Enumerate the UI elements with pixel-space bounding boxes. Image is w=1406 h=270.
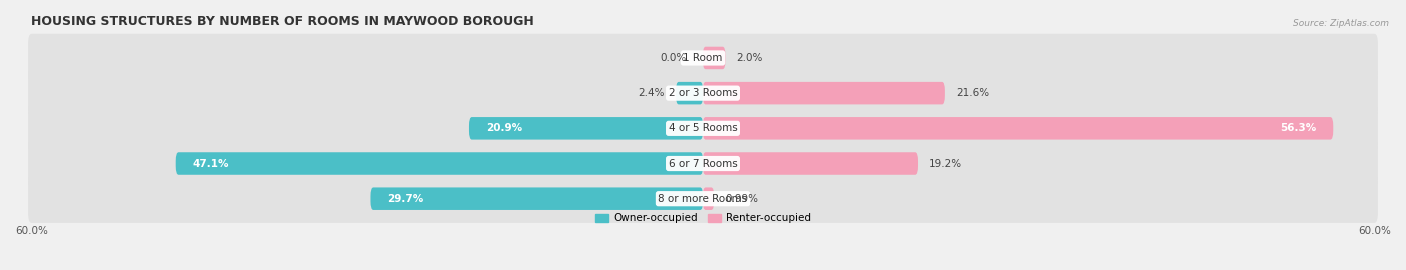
FancyBboxPatch shape [676,82,703,104]
FancyBboxPatch shape [28,34,1378,82]
Text: HOUSING STRUCTURES BY NUMBER OF ROOMS IN MAYWOOD BOROUGH: HOUSING STRUCTURES BY NUMBER OF ROOMS IN… [31,15,534,28]
Text: 56.3%: 56.3% [1279,123,1316,133]
FancyBboxPatch shape [703,187,714,210]
Text: 47.1%: 47.1% [193,158,229,168]
Text: 8 or more Rooms: 8 or more Rooms [658,194,748,204]
FancyBboxPatch shape [176,152,703,175]
Text: 19.2%: 19.2% [929,158,962,168]
FancyBboxPatch shape [28,174,1378,223]
Text: 2.4%: 2.4% [638,88,665,98]
FancyBboxPatch shape [370,187,703,210]
FancyBboxPatch shape [28,69,1378,117]
Text: 2.0%: 2.0% [737,53,763,63]
Text: 6 or 7 Rooms: 6 or 7 Rooms [669,158,737,168]
FancyBboxPatch shape [703,152,918,175]
Text: 4 or 5 Rooms: 4 or 5 Rooms [669,123,737,133]
FancyBboxPatch shape [28,139,1378,188]
Legend: Owner-occupied, Renter-occupied: Owner-occupied, Renter-occupied [591,209,815,228]
Text: 2 or 3 Rooms: 2 or 3 Rooms [669,88,737,98]
FancyBboxPatch shape [703,117,1333,140]
FancyBboxPatch shape [703,47,725,69]
Text: Source: ZipAtlas.com: Source: ZipAtlas.com [1294,19,1389,28]
Text: 1 Room: 1 Room [683,53,723,63]
Text: 20.9%: 20.9% [486,123,522,133]
FancyBboxPatch shape [703,82,945,104]
Text: 21.6%: 21.6% [956,88,988,98]
Text: 0.99%: 0.99% [725,194,758,204]
FancyBboxPatch shape [470,117,703,140]
FancyBboxPatch shape [28,104,1378,153]
Text: 0.0%: 0.0% [659,53,686,63]
Text: 29.7%: 29.7% [388,194,423,204]
